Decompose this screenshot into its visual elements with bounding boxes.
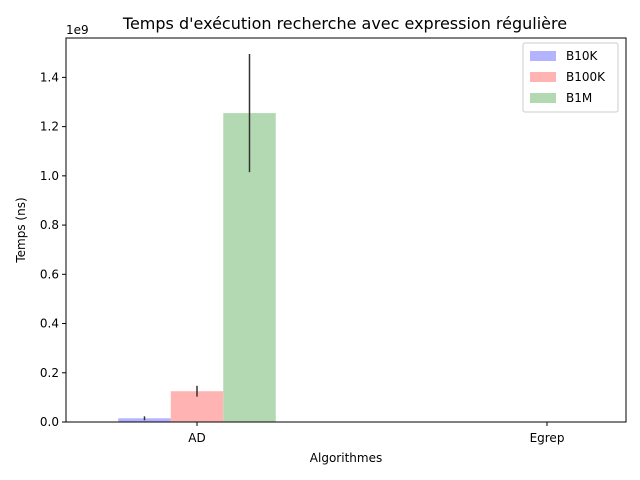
legend-swatch-B1M — [530, 93, 556, 103]
plot-frame — [65, 37, 627, 423]
y-axis-label: Temps (ns) — [14, 197, 28, 263]
y-tick-label: 0.6 — [40, 267, 59, 281]
x-tick-label: AD — [188, 431, 205, 445]
legend: B10K B100K B1M — [522, 42, 619, 113]
y-tick-label: 1.2 — [40, 120, 59, 134]
legend-label-B10K: B10K — [566, 49, 599, 63]
y-tick-label: 0.0 — [40, 415, 59, 429]
y-tick-label: 1.4 — [40, 70, 59, 84]
x-axis-label: Algorithmes — [310, 451, 382, 465]
legend-swatch-B100K — [530, 72, 556, 82]
y-tick-label: 0.2 — [40, 366, 59, 380]
y-tick-label: 0.8 — [40, 218, 59, 232]
legend-label-B1M: B1M — [566, 91, 592, 105]
error-bars-group — [143, 54, 251, 421]
y-tick-label: 0.4 — [40, 317, 59, 331]
legend-label-B100K: B100K — [566, 70, 606, 84]
y-tick-label: 1.0 — [40, 169, 59, 183]
chart-title: Temps d'exécution recherche avec express… — [122, 14, 567, 33]
x-axis-ticks: AD Egrep — [188, 422, 564, 445]
bars-group — [118, 113, 276, 423]
x-tick-label: Egrep — [530, 431, 565, 445]
y-axis-offset-label: 1e9 — [66, 23, 89, 37]
legend-items: B10K B100K B1M — [530, 49, 606, 105]
legend-swatch-B10K — [530, 51, 556, 61]
y-axis-ticks: 0.0 0.2 0.4 0.6 0.8 1.0 1.2 1.4 — [40, 70, 66, 429]
